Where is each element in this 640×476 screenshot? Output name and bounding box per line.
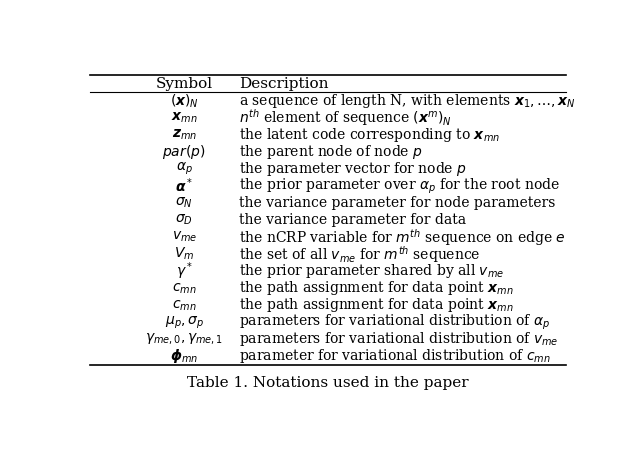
- Text: the parameter vector for node $p$: the parameter vector for node $p$: [239, 160, 467, 178]
- Text: $\gamma^*$: $\gamma^*$: [175, 260, 193, 282]
- Text: $\sigma_N$: $\sigma_N$: [175, 196, 193, 210]
- Text: $c_{mn}$: $c_{mn}$: [172, 298, 196, 313]
- Text: a sequence of length N, with elements $\boldsymbol{x}_1,\ldots,\boldsymbol{x}_N$: a sequence of length N, with elements $\…: [239, 92, 576, 110]
- Text: $\boldsymbol{\phi}_{mn}$: $\boldsymbol{\phi}_{mn}$: [170, 347, 198, 366]
- Text: parameters for variational distribution of $v_{me}$: parameters for variational distribution …: [239, 330, 558, 348]
- Text: the set of all $v_{me}$ for $m^{th}$ sequence: the set of all $v_{me}$ for $m^{th}$ seq…: [239, 244, 480, 265]
- Text: the variance parameter for node parameters: the variance parameter for node paramete…: [239, 196, 555, 210]
- Text: $\boldsymbol{\alpha}^*$: $\boldsymbol{\alpha}^*$: [175, 177, 193, 196]
- Text: the nCRP variable for $m^{th}$ sequence on edge $e$: the nCRP variable for $m^{th}$ sequence …: [239, 227, 565, 248]
- Text: $\boldsymbol{x}_{mn}$: $\boldsymbol{x}_{mn}$: [171, 111, 198, 125]
- Text: parameters for variational distribution of $\alpha_p$: parameters for variational distribution …: [239, 313, 550, 332]
- Text: the parent node of node $p$: the parent node of node $p$: [239, 143, 422, 161]
- Text: the path assignment for data point $\boldsymbol{x}_{mn}$: the path assignment for data point $\bol…: [239, 297, 513, 314]
- Text: the latent code corresponding to $\boldsymbol{x}_{mn}$: the latent code corresponding to $\bolds…: [239, 126, 500, 144]
- Text: $n^{th}$ element of sequence $(\boldsymbol{x}^m)_N$: $n^{th}$ element of sequence $(\boldsymb…: [239, 108, 452, 129]
- Text: $\boldsymbol{\alpha_p}$: $\boldsymbol{\alpha_p}$: [176, 161, 193, 177]
- Text: $par(p)$: $par(p)$: [163, 143, 206, 161]
- Text: the prior parameter over $\alpha_p$ for the root node: the prior parameter over $\alpha_p$ for …: [239, 177, 560, 196]
- Text: $\gamma_{me,0}, \gamma_{me,1}$: $\gamma_{me,0}, \gamma_{me,1}$: [145, 332, 223, 347]
- Text: the variance parameter for data: the variance parameter for data: [239, 213, 466, 227]
- Text: $\boldsymbol{V_m}$: $\boldsymbol{V_m}$: [174, 246, 195, 262]
- Text: $\boldsymbol{z}_{mn}$: $\boldsymbol{z}_{mn}$: [172, 128, 197, 142]
- Text: Table 1. Notations used in the paper: Table 1. Notations used in the paper: [187, 376, 469, 390]
- Text: Description: Description: [239, 77, 328, 91]
- Text: the prior parameter shared by all $v_{me}$: the prior parameter shared by all $v_{me…: [239, 262, 504, 280]
- Text: $c_{mn}$: $c_{mn}$: [172, 281, 196, 296]
- Text: $(\boldsymbol{x})_N$: $(\boldsymbol{x})_N$: [170, 92, 198, 109]
- Text: $\boldsymbol{\mu_p}, \sigma_p$: $\boldsymbol{\mu_p}, \sigma_p$: [164, 314, 204, 330]
- Text: Symbol: Symbol: [156, 77, 212, 91]
- Text: the path assignment for data point $\boldsymbol{x}_{mn}$: the path assignment for data point $\bol…: [239, 279, 513, 298]
- Text: $\sigma_D$: $\sigma_D$: [175, 213, 193, 228]
- Text: $v_{me}$: $v_{me}$: [172, 230, 196, 245]
- Text: parameter for variational distribution of $c_{mn}$: parameter for variational distribution o…: [239, 347, 550, 366]
